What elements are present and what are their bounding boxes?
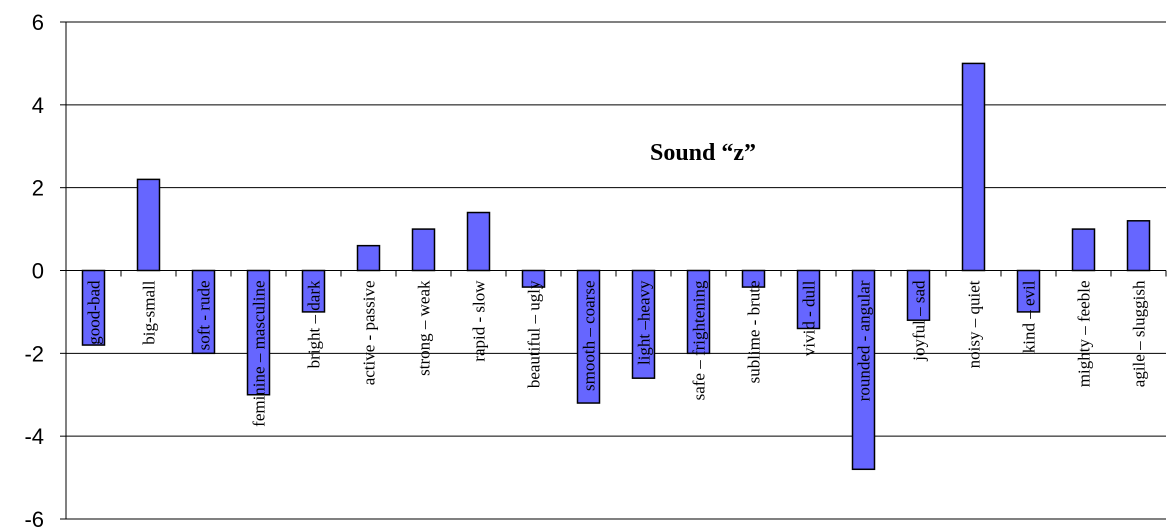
bar — [741, 269, 766, 288]
bar — [301, 269, 326, 313]
x-tick-label: vivid - dull — [800, 280, 819, 356]
bar — [1016, 269, 1041, 313]
bar — [356, 244, 381, 272]
x-tick-label: sublime - brute — [745, 281, 764, 384]
bar — [851, 269, 876, 471]
chart-title: Sound “z” — [650, 140, 756, 166]
y-tick-label: 4 — [32, 93, 44, 118]
bar — [81, 269, 106, 346]
gridlines — [66, 21, 1166, 437]
y-tick-labels: 6 4 2 0 -2 -4 -6 — [24, 10, 44, 531]
bar — [466, 211, 491, 272]
bar — [136, 178, 161, 272]
bar — [576, 269, 601, 404]
bar — [246, 269, 271, 396]
x-tick-label: kind – evil — [1020, 280, 1039, 353]
x-tick-labels: good-bad big-small soft - rude feminine – m… — [85, 280, 1149, 427]
x-tick-label: light –heavy — [635, 280, 654, 365]
bar — [521, 269, 546, 288]
x-tick-label: rapid - slow — [470, 280, 489, 362]
bar — [961, 62, 986, 272]
x-tick-label: bright – dark — [305, 280, 324, 368]
x-tick-label: agile – sluggish — [1130, 280, 1149, 387]
x-tick-label: joyful – sad — [910, 280, 929, 362]
x-tick-label: noisy – quiet — [965, 280, 984, 368]
bar — [906, 269, 931, 321]
y-tick-label: 2 — [32, 176, 44, 201]
x-tick-label: mighty – feeble — [1075, 281, 1094, 388]
bar — [631, 269, 656, 379]
y-tick-label: 0 — [32, 259, 44, 284]
bar — [686, 269, 711, 355]
x-tick-label: soft - rude — [195, 281, 214, 351]
x-tick-label: good-bad — [85, 280, 104, 345]
x-tick-label: big-small — [140, 280, 159, 344]
bar — [191, 269, 216, 355]
bar — [411, 228, 436, 272]
y-tick-label: -6 — [24, 507, 44, 531]
bar — [1126, 220, 1151, 272]
x-tick-label: strong – weak — [415, 280, 434, 376]
y-tick-label: -4 — [24, 424, 44, 449]
x-tick-label: active - passive — [360, 281, 379, 386]
bars — [81, 62, 1151, 471]
x-tick-label: smooth – coarse — [580, 281, 599, 391]
tick-marks — [65, 270, 1167, 277]
y-tick-label: -2 — [24, 341, 44, 366]
x-tick-label: safe – frightening — [690, 280, 709, 400]
axes — [60, 21, 1166, 520]
x-tick-label: beautiful – ugly — [525, 280, 544, 388]
bar — [1071, 228, 1096, 272]
x-tick-label: feminine – masculine — [250, 281, 269, 427]
y-tick-label: 6 — [32, 10, 44, 35]
bar — [796, 269, 821, 330]
x-tick-label: rounded - angular — [855, 280, 874, 401]
